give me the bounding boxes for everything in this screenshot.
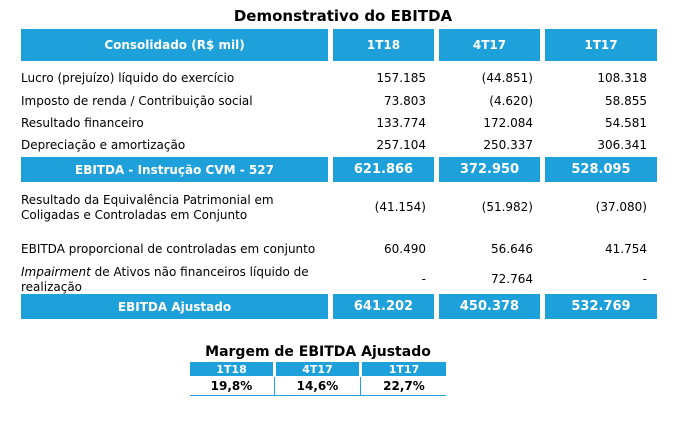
margem-bottom-rule [190, 395, 446, 396]
margem-divider [360, 377, 361, 395]
cell-1t18: 257.104 [376, 138, 426, 152]
header-period-3: 1T17 [545, 29, 657, 61]
row-label-line2: Coligadas e Controladas em Conjunto [21, 208, 248, 222]
row-label: Depreciação e amortização [21, 138, 186, 152]
cell-1t17: - [642, 272, 647, 286]
cell-1t17: 41.754 [605, 242, 647, 256]
margem-header-1t17: 1T17 [362, 362, 446, 376]
cell-1t18: 157.185 [376, 71, 426, 85]
ebitda-cvm-1t18: 621.866 [333, 157, 434, 182]
cell-1t17: (37.080) [595, 200, 647, 214]
cell-4t17: (44.851) [481, 71, 533, 85]
row-label-italic: Impairment [21, 265, 91, 279]
cell-1t17: 108.318 [597, 71, 647, 85]
ebitda-ajustado-label-cell: EBITDA Ajustado [21, 294, 328, 319]
row-label: EBITDA proporcional de controladas em co… [21, 242, 316, 256]
header-period-2: 4T17 [439, 29, 540, 61]
row-label-line1: Resultado da Equivalência Patrimonial em [21, 193, 274, 207]
ebitda-ajustado-1t18: 641.202 [333, 294, 434, 319]
page-title: Demonstrativo do EBITDA [233, 7, 453, 25]
ebitda-cvm-1t17: 528.095 [545, 157, 657, 182]
row-label-rest: de Ativos não financeiros líquido de [90, 265, 309, 279]
row-label: Resultado financeiro [21, 116, 144, 130]
cell-4t17: 172.084 [483, 116, 533, 130]
header-label: Consolidado (R$ mil) [104, 38, 245, 52]
margem-value-1t17: 22,7% [383, 379, 425, 393]
cell-1t18: - [421, 272, 426, 286]
ebitda-ajustado-1t17: 532.769 [545, 294, 657, 319]
margem-divider [274, 377, 275, 395]
header-label-cell: Consolidado (R$ mil) [21, 29, 328, 61]
ebitda-cvm-label: EBITDA - Instrução CVM - 527 [75, 162, 274, 177]
cell-1t18: 60.490 [384, 242, 426, 256]
cell-4t17: (4.620) [489, 94, 533, 108]
ebitda-cvm-4t17: 372.950 [439, 157, 540, 182]
row-label: Imposto de renda / Contribuição social [21, 94, 253, 108]
cell-1t18: 73.803 [384, 94, 426, 108]
margem-title: Margem de EBITDA Ajustado [205, 344, 431, 360]
cell-4t17: 56.646 [491, 242, 533, 256]
ebitda-ajustado-4t17: 450.378 [439, 294, 540, 319]
cell-4t17: 72.764 [491, 272, 533, 286]
header-period-1: 1T18 [333, 29, 434, 61]
cell-4t17: (51.982) [481, 200, 533, 214]
cell-1t17: 54.581 [605, 116, 647, 130]
margem-header-4t17: 4T17 [276, 362, 359, 376]
cell-1t17: 58.855 [605, 94, 647, 108]
cell-1t17: 306.341 [597, 138, 647, 152]
margem-value-1t18: 19,8% [210, 379, 253, 393]
margem-value-4t17: 14,6% [296, 379, 339, 393]
margem-header-1t18: 1T18 [190, 362, 273, 376]
row-label: Lucro (prejuízo) líquido do exercício [21, 71, 235, 85]
cell-1t18: (41.154) [374, 200, 426, 214]
ebitda-cvm-label-cell: EBITDA - Instrução CVM - 527 [21, 157, 328, 182]
ebitda-ajustado-label: EBITDA Ajustado [117, 299, 232, 314]
row-label-line2: realização [21, 280, 83, 294]
row-label-line1: Impairment de Ativos não financeiros líq… [21, 265, 309, 279]
cell-4t17: 250.337 [483, 138, 533, 152]
cell-1t18: 133.774 [376, 116, 426, 130]
